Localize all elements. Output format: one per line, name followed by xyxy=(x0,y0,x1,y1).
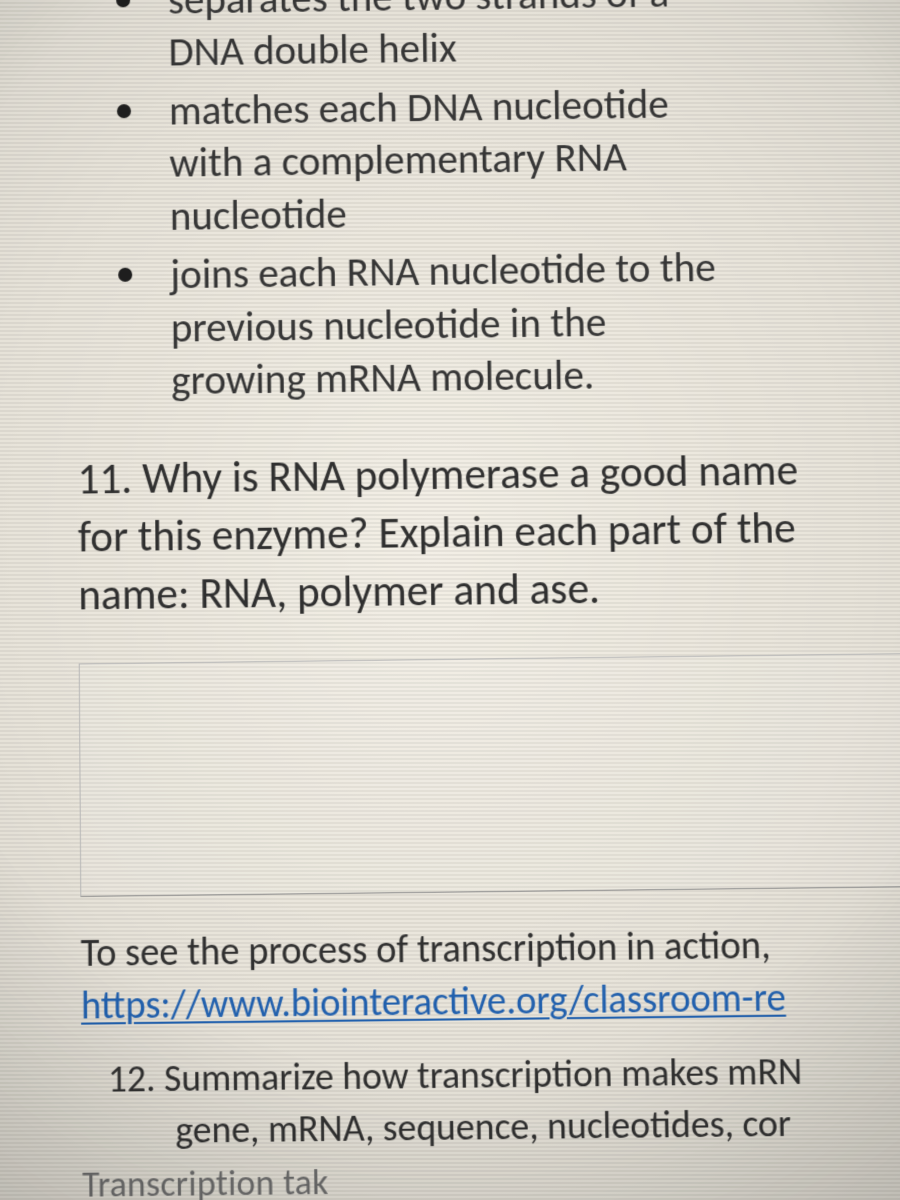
list-item: matches each DNA nucleotide with a compl… xyxy=(111,75,900,245)
document-content: separates the two strands of a DNA doubl… xyxy=(40,0,900,624)
bullet-text: nucleotide xyxy=(170,189,347,242)
question-text: for this enzyme? Explain each part of th… xyxy=(78,501,797,564)
bullet-text: matches each DNA nucleotide xyxy=(169,79,669,136)
answer-start-q12: Transcription tak xyxy=(82,1161,329,1200)
answer-textbox-q11[interactable] xyxy=(79,652,900,897)
paragraph-text: To see the process of transcription in a… xyxy=(81,922,772,977)
bullet-text: previous nucleotide in the xyxy=(171,297,607,353)
bullet-text: joins each RNA nucleotide to the xyxy=(170,243,716,301)
biointeractive-link[interactable]: https://www.biointeractive.org/classroom… xyxy=(81,974,786,1030)
question-text: name: RNA, polymer and ase. xyxy=(78,561,600,622)
bullet-text: separates the two strands of a xyxy=(168,0,670,26)
bullet-text: with a complementary RNA xyxy=(169,133,627,190)
screen-photo: separates the two strands of a DNA doubl… xyxy=(0,0,900,1200)
rna-polymerase-functions-list: separates the two strands of a DNA doubl… xyxy=(40,0,900,410)
question-11: 11. Why is RNA polymerase a good name fo… xyxy=(77,439,900,624)
list-item: separates the two strands of a DNA doubl… xyxy=(110,0,900,80)
bullet-text: DNA double helix xyxy=(168,24,457,78)
list-item: joins each RNA nucleotide to the previou… xyxy=(112,239,900,409)
question-text: gene, mRNA, sequence, nucleotides, cor xyxy=(108,1100,791,1154)
question-12: 12. Summarize how transcription makes mR… xyxy=(108,1043,900,1158)
see-process-paragraph: To see the process of transcription in a… xyxy=(81,917,900,1033)
question-text: 11. Why is RNA polymerase a good name xyxy=(77,442,798,505)
bullet-text: growing mRNA molecule. xyxy=(171,350,595,406)
question-text: 12. Summarize how transcription makes mR… xyxy=(108,1048,803,1102)
